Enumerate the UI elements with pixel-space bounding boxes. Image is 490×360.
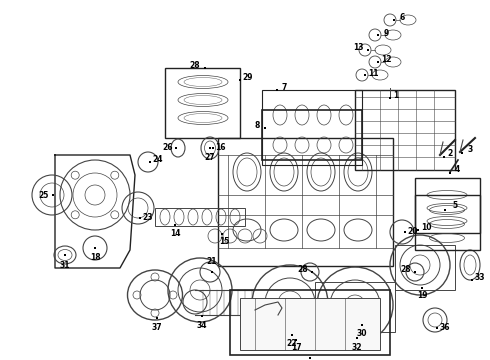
Bar (165, 68, 240, 138)
Text: 36: 36 (440, 324, 450, 333)
Bar (415, 178, 480, 233)
Text: 21: 21 (207, 257, 217, 266)
Text: 13: 13 (353, 44, 363, 53)
Text: 9: 9 (383, 28, 389, 37)
Text: 3: 3 (467, 145, 473, 154)
Text: 15: 15 (219, 238, 229, 247)
Text: 16: 16 (215, 144, 225, 153)
Text: 6: 6 (399, 13, 405, 22)
Text: 24: 24 (153, 156, 163, 165)
Bar (230, 290, 390, 355)
Bar (262, 90, 362, 165)
Text: 20: 20 (408, 228, 418, 237)
Text: 34: 34 (197, 320, 207, 329)
Bar (395, 245, 455, 290)
Text: 7: 7 (281, 82, 287, 91)
Text: 30: 30 (357, 329, 367, 338)
Bar (155, 208, 245, 226)
Text: 37: 37 (152, 323, 162, 332)
Text: 19: 19 (417, 292, 427, 301)
Text: 28: 28 (401, 266, 411, 274)
Bar (262, 110, 362, 160)
Bar (218, 138, 393, 266)
Text: 2: 2 (447, 149, 453, 158)
Bar (240, 298, 380, 350)
Bar (315, 282, 395, 332)
Text: 1: 1 (393, 90, 399, 99)
Text: 4: 4 (454, 166, 460, 175)
Bar (415, 195, 480, 250)
Text: 26: 26 (163, 144, 173, 153)
Text: 18: 18 (90, 253, 100, 262)
Text: 17: 17 (291, 343, 301, 352)
Text: 5: 5 (452, 201, 458, 210)
Bar (355, 90, 455, 170)
Text: 32: 32 (352, 343, 362, 352)
Text: 23: 23 (143, 213, 153, 222)
Text: 33: 33 (475, 274, 485, 283)
Text: 27: 27 (205, 153, 215, 162)
Text: 28: 28 (190, 62, 200, 71)
Text: 10: 10 (421, 224, 431, 233)
Text: 29: 29 (243, 73, 253, 82)
Text: 12: 12 (381, 55, 391, 64)
Text: 8: 8 (254, 122, 260, 130)
Text: 31: 31 (60, 261, 70, 270)
Text: 25: 25 (39, 190, 49, 199)
Text: 22: 22 (287, 339, 297, 348)
Text: 14: 14 (170, 229, 180, 238)
Text: 28: 28 (298, 266, 308, 274)
Text: 11: 11 (368, 68, 378, 77)
